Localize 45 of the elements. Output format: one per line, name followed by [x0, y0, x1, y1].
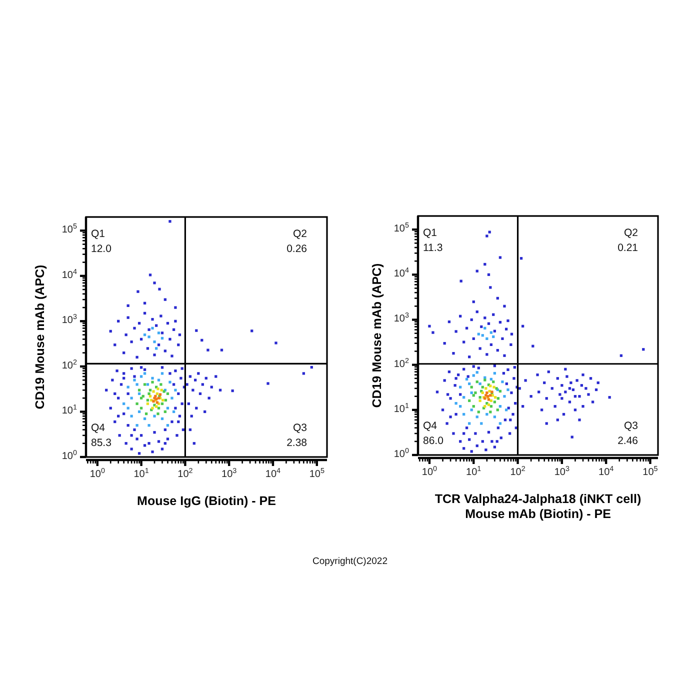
text: Copyright(C)2022 — [312, 556, 388, 567]
annotation: 12.0 — [91, 243, 112, 255]
x-tick-label: 10$^{0}$ — [90, 466, 105, 480]
annotation: Q1 — [423, 227, 438, 239]
x-axis-title: TCR Valpha24-Jalpha18 (iNKT cell) Mouse mAb (Biotin) - PE — [434, 492, 642, 521]
x-tick-label: 10$^{2}$ — [178, 466, 193, 480]
x-tick-label: 10$^{4}$ — [598, 464, 614, 478]
x-tick-label: 10$^{1}$ — [134, 466, 149, 480]
y-tick-label: 10$^{5}$ — [394, 220, 409, 235]
y-tick-label: 10$^{0}$ — [62, 448, 77, 462]
y-tick-label: 10$^{2}$ — [394, 355, 409, 370]
annotation: 2.38 — [286, 437, 308, 449]
x-tick-label: 10$^{4}$ — [265, 466, 281, 480]
annotation: Q3 — [624, 420, 638, 432]
y-tick-label: 10$^{0}$ — [394, 446, 409, 460]
x-tick-label: 10$^{3}$ — [222, 466, 237, 480]
x-tick-label: 10$^{5}$ — [642, 464, 658, 478]
y-tick-label: 10$^{1}$ — [62, 402, 77, 417]
x-tick-label: 10$^{0}$ — [422, 464, 438, 478]
annotation: 2.46 — [618, 435, 638, 447]
annotation: 0.26 — [286, 243, 308, 255]
y-tick-label: 10$^{4}$ — [394, 265, 409, 280]
x-axis-title: Mouse IgG (Biotin) - PE — [137, 494, 276, 508]
annotation: 85.3 — [91, 437, 112, 449]
y-tick-label: 10$^{4}$ — [62, 266, 77, 281]
annotation: Q2 — [624, 227, 638, 239]
y-tick-label: 10$^{3}$ — [62, 312, 77, 326]
y-tick-label: 10$^{2}$ — [62, 356, 77, 372]
annotation: Q1 — [91, 228, 106, 240]
annotation: Q2 — [292, 228, 308, 240]
y-axis-title: CD19 Mouse mAb (APC) — [33, 264, 47, 410]
annotation: 0.21 — [618, 242, 638, 254]
y-axis-title: CD19 Mouse mAb (APC) — [370, 263, 384, 408]
annotation: 86.0 — [423, 435, 444, 447]
annotation: 11.3 — [423, 242, 443, 254]
annotation: Q4 — [91, 422, 106, 434]
annotation: Q3 — [292, 422, 308, 434]
x-tick-label: 10$^{1}$ — [466, 464, 482, 478]
y-tick-label: 10$^{5}$ — [62, 221, 77, 236]
y-tick-label: 10$^{3}$ — [394, 310, 409, 325]
annotation: Q4 — [423, 420, 438, 432]
x-tick-label: 10$^{3}$ — [554, 464, 570, 478]
x-tick-label: 10$^{5}$ — [309, 466, 324, 480]
y-tick-label: 10$^{1}$ — [394, 400, 409, 415]
x-tick-label: 10$^{2}$ — [510, 464, 526, 478]
